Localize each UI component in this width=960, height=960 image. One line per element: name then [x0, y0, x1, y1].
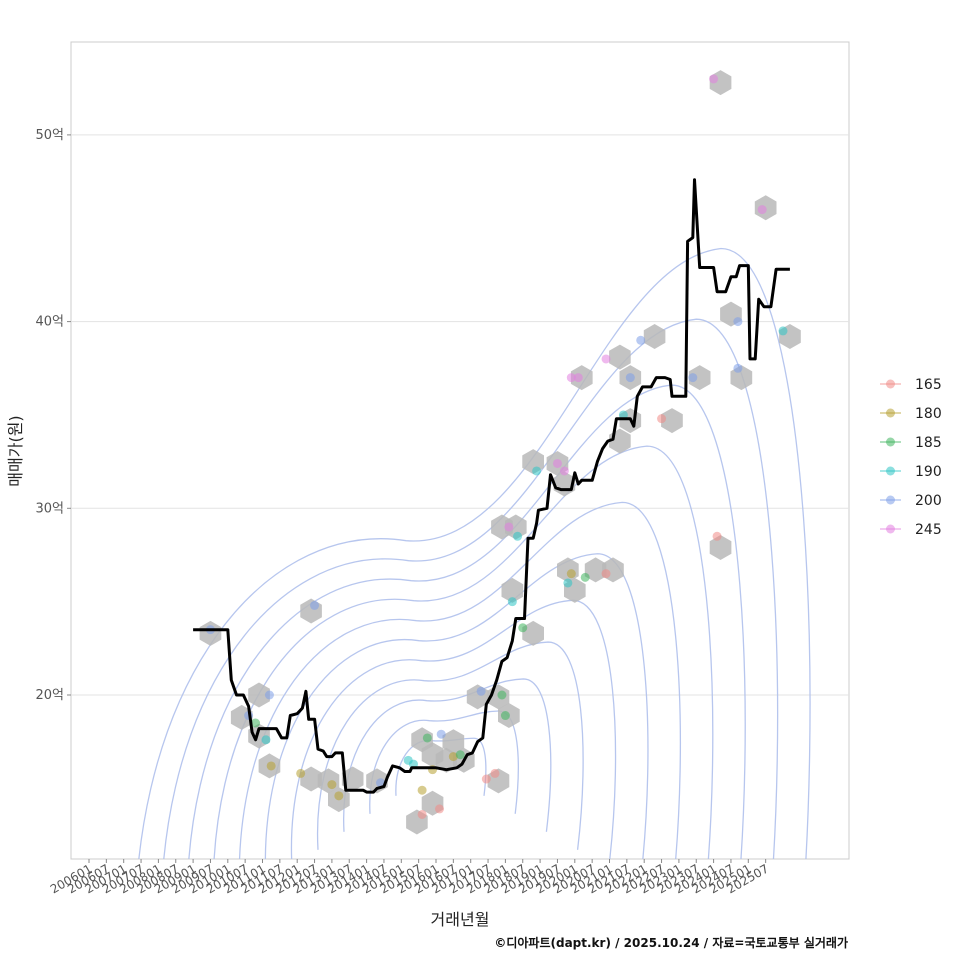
- legend-item-190: 190: [880, 464, 942, 480]
- point-190: [532, 466, 542, 476]
- point-200: [310, 600, 320, 610]
- point-200: [733, 363, 743, 373]
- point-200: [688, 373, 698, 383]
- legend-item-245: 245: [880, 522, 942, 538]
- hex-bin: [300, 766, 322, 792]
- point-200: [636, 335, 646, 345]
- point-190: [778, 326, 788, 336]
- point-165: [601, 569, 611, 579]
- point-185: [422, 733, 432, 743]
- point-165: [481, 774, 491, 784]
- hex-bin: [522, 620, 544, 646]
- y-axis-title: 매매가(원): [6, 415, 25, 486]
- median-line-layer: [193, 178, 790, 794]
- legend-label: 200: [915, 493, 942, 509]
- hex-bin: [505, 514, 527, 540]
- density-contour: [369, 710, 519, 814]
- hex-bin: [341, 766, 364, 792]
- x-axis-title: 거래년월: [431, 910, 490, 929]
- legend-key-dot: [886, 466, 895, 476]
- point-180: [448, 752, 458, 762]
- y-axis: 20억 30억 40억 50억: [35, 128, 71, 703]
- point-165: [712, 531, 722, 541]
- legend: 165 180 185 190 200 245: [880, 377, 942, 538]
- point-165: [434, 804, 444, 814]
- hex-bin: [609, 344, 631, 370]
- median-price-line: [193, 178, 790, 794]
- hex-bin: [442, 729, 465, 755]
- point-190: [507, 597, 517, 607]
- point-200: [436, 729, 446, 739]
- legend-key-dot: [886, 495, 895, 505]
- hexbin-layer: [199, 70, 801, 835]
- plot-panel: [70, 41, 850, 860]
- point-180: [566, 569, 576, 579]
- point-245: [559, 466, 569, 476]
- point-185: [518, 623, 528, 633]
- point-245: [566, 373, 576, 383]
- point-200: [476, 686, 486, 696]
- point-165: [657, 414, 667, 424]
- point-180: [334, 791, 344, 801]
- point-245: [573, 373, 583, 383]
- y-tick-label: 30억: [35, 501, 64, 516]
- legend-label: 190: [915, 464, 942, 480]
- point-190: [513, 531, 523, 541]
- legend-key-dot: [886, 379, 895, 389]
- hex-bin: [584, 557, 607, 583]
- point-245: [552, 458, 562, 468]
- legend-key-dot: [886, 524, 895, 534]
- hex-bin: [501, 577, 524, 603]
- density-contour: [213, 445, 714, 859]
- point-165: [417, 809, 427, 819]
- point-200: [375, 778, 385, 788]
- y-tick-label: 20억: [35, 688, 64, 703]
- legend-item-165: 165: [880, 377, 942, 393]
- point-245: [601, 354, 611, 364]
- point-180: [296, 768, 306, 778]
- hex-bin: [643, 324, 666, 349]
- hex-bin: [248, 682, 270, 708]
- hex-bin: [230, 704, 253, 730]
- caption: ©디아파트(dapt.kr) / 2025.10.24 / 자료=국토교통부 실…: [494, 935, 848, 950]
- density-contour: [290, 599, 617, 859]
- point-200: [264, 690, 274, 700]
- point-185: [497, 690, 507, 700]
- y-tick-label: 50억: [35, 128, 64, 143]
- density-contour: [163, 318, 779, 859]
- hex-bin: [661, 408, 683, 434]
- point-245: [504, 522, 514, 532]
- x-axis: 2006012006072007012007072008012008072009…: [48, 859, 771, 897]
- legend-item-180: 180: [880, 406, 942, 422]
- hex-bin: [709, 535, 732, 560]
- point-180: [417, 785, 427, 795]
- legend-label: 180: [915, 406, 942, 422]
- point-165: [490, 768, 500, 778]
- point-190: [563, 578, 573, 588]
- legend-label: 245: [915, 522, 942, 538]
- legend-item-200: 200: [880, 493, 942, 509]
- legend-item-185: 185: [880, 435, 942, 451]
- point-245: [709, 74, 719, 84]
- point-185: [580, 572, 590, 582]
- point-185: [251, 718, 261, 728]
- point-180: [266, 761, 276, 771]
- point-185: [500, 711, 510, 721]
- legend-key-dot: [886, 408, 895, 418]
- legend-key-dot: [886, 437, 895, 447]
- legend-label: 185: [915, 435, 942, 451]
- point-200: [625, 373, 635, 383]
- density-contour: [316, 641, 584, 850]
- y-tick-label: 40억: [35, 315, 64, 330]
- legend-label: 165: [915, 377, 942, 393]
- point-245: [757, 205, 767, 215]
- point-200: [733, 317, 743, 327]
- hex-bin: [688, 365, 711, 391]
- point-180: [327, 780, 337, 790]
- point-190: [261, 735, 271, 745]
- point-185: [455, 750, 465, 760]
- grid-lines: [71, 134, 849, 696]
